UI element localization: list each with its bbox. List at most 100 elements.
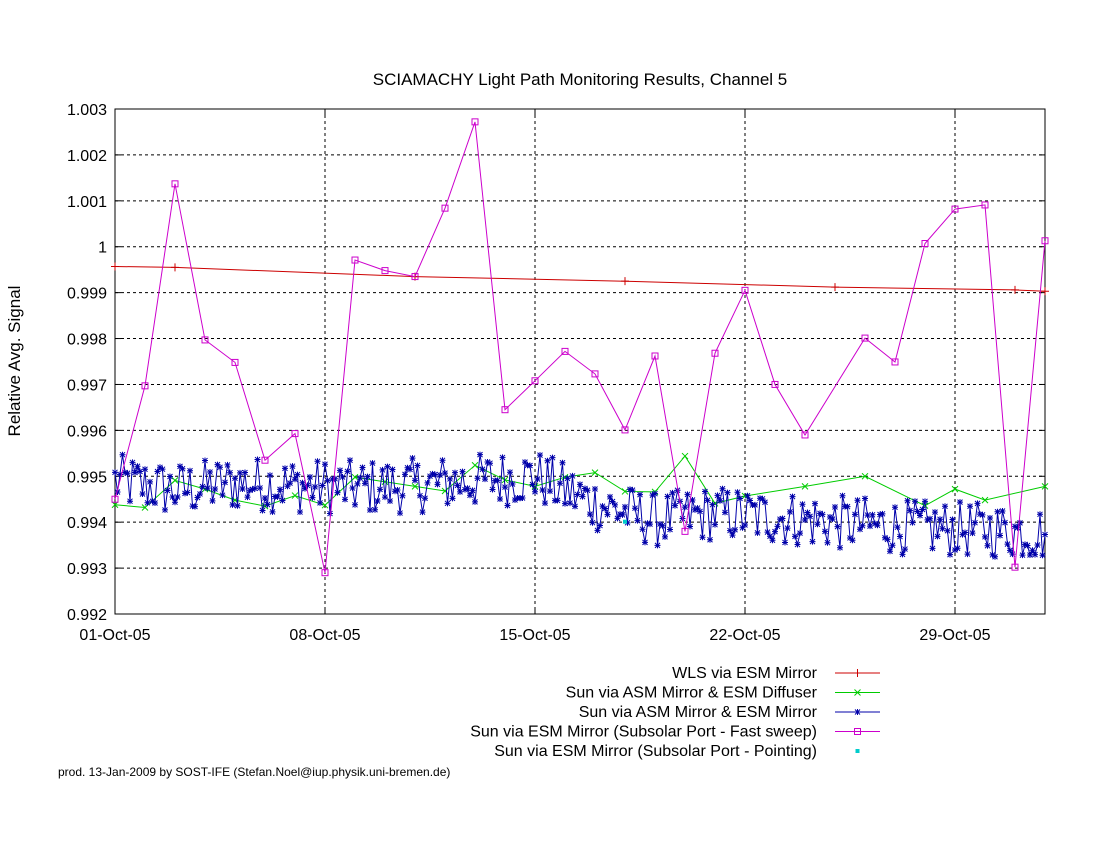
data-point xyxy=(429,470,436,477)
data-point xyxy=(602,505,608,512)
legend-label: Sun via ASM Mirror & ESM Mirror xyxy=(579,704,818,721)
data-point xyxy=(277,486,283,493)
data-point xyxy=(787,508,793,515)
data-point xyxy=(814,521,821,528)
data-point xyxy=(1004,541,1011,548)
data-point xyxy=(471,461,479,469)
data-point xyxy=(574,491,581,498)
data-point xyxy=(712,521,718,528)
data-point xyxy=(404,464,411,471)
data-point xyxy=(314,458,321,465)
y-tick-label: 1.001 xyxy=(67,194,107,211)
data-point xyxy=(522,459,528,466)
data-point xyxy=(479,466,486,473)
data-point xyxy=(604,511,611,518)
data-point xyxy=(501,476,509,484)
data-point xyxy=(244,494,251,501)
data-point xyxy=(237,469,243,476)
data-point xyxy=(844,503,851,510)
data-point xyxy=(544,457,551,464)
data-point xyxy=(149,498,156,505)
data-point xyxy=(214,461,221,468)
data-point xyxy=(889,542,896,549)
data-point xyxy=(122,469,128,476)
data-point xyxy=(464,485,471,492)
series-line xyxy=(114,121,1046,573)
data-point xyxy=(719,485,726,492)
data-point xyxy=(394,486,401,493)
data-point xyxy=(569,472,576,479)
data-point xyxy=(291,492,299,499)
data-point xyxy=(199,483,206,490)
data-point xyxy=(382,494,388,501)
legend: WLS via ESM Mirror Sun via ASM Mirror & E… xyxy=(470,665,880,760)
data-point xyxy=(732,526,738,533)
data-point xyxy=(402,471,408,478)
data-point xyxy=(834,523,841,530)
data-point xyxy=(784,525,791,532)
y-tick-label: 1.003 xyxy=(67,102,107,119)
data-point xyxy=(819,511,826,518)
data-point xyxy=(1011,563,1019,571)
data-point xyxy=(722,509,728,516)
data-point xyxy=(1042,531,1048,538)
data-point xyxy=(351,473,359,481)
data-point xyxy=(792,533,798,540)
data-point xyxy=(934,533,941,540)
data-point xyxy=(609,498,616,505)
data-point xyxy=(754,529,761,536)
x-axis: 01-Oct-05 08-Oct-05 15-Oct-05 22-Oct-05 29-O… xyxy=(79,109,991,644)
data-point xyxy=(904,497,911,504)
data-point xyxy=(797,530,803,537)
data-point xyxy=(344,468,351,475)
data-point xyxy=(367,506,373,513)
data-point xyxy=(714,492,721,499)
data-point xyxy=(129,459,136,466)
data-point xyxy=(629,487,636,494)
data-point xyxy=(509,481,516,488)
data-point xyxy=(621,277,629,286)
data-point xyxy=(769,537,776,544)
data-point xyxy=(742,522,748,529)
data-point xyxy=(627,486,633,493)
data-point xyxy=(347,457,353,464)
data-point xyxy=(499,454,506,461)
data-point xyxy=(457,488,463,495)
data-point xyxy=(837,544,843,551)
data-point xyxy=(349,485,356,492)
legend-label: WLS via ESM Mirror xyxy=(672,665,818,682)
data-point xyxy=(117,471,123,478)
data-point xyxy=(699,534,706,541)
data-point xyxy=(309,494,316,501)
data-point xyxy=(981,201,989,209)
data-point xyxy=(944,527,951,534)
data-point xyxy=(304,482,311,489)
data-point xyxy=(262,494,268,501)
data-point xyxy=(909,519,916,526)
data-point xyxy=(737,495,743,502)
data-point xyxy=(572,503,578,510)
data-point xyxy=(201,336,209,344)
data-point xyxy=(291,430,299,438)
data-point xyxy=(1027,551,1033,558)
data-point xyxy=(152,500,158,507)
data-point xyxy=(342,496,348,503)
x-tick-label: 01-Oct-05 xyxy=(79,627,150,644)
y-tick-label: 1 xyxy=(98,240,107,257)
data-point xyxy=(914,508,921,515)
data-point xyxy=(804,509,811,516)
data-point xyxy=(234,502,241,509)
y-tick-label: 0.996 xyxy=(67,423,107,440)
data-point xyxy=(884,536,891,543)
data-point xyxy=(242,469,248,476)
data-point xyxy=(734,489,741,496)
data-point xyxy=(267,472,273,479)
legend-marker xyxy=(854,728,861,735)
data-point xyxy=(727,527,733,534)
data-point xyxy=(779,515,786,522)
data-point xyxy=(984,542,991,549)
legend-label: Sun via ASM Mirror & ESM Diffuser xyxy=(566,685,818,702)
data-point xyxy=(424,479,431,486)
data-point xyxy=(312,483,318,490)
y-axis-label: Relative Avg. Signal xyxy=(5,286,24,437)
